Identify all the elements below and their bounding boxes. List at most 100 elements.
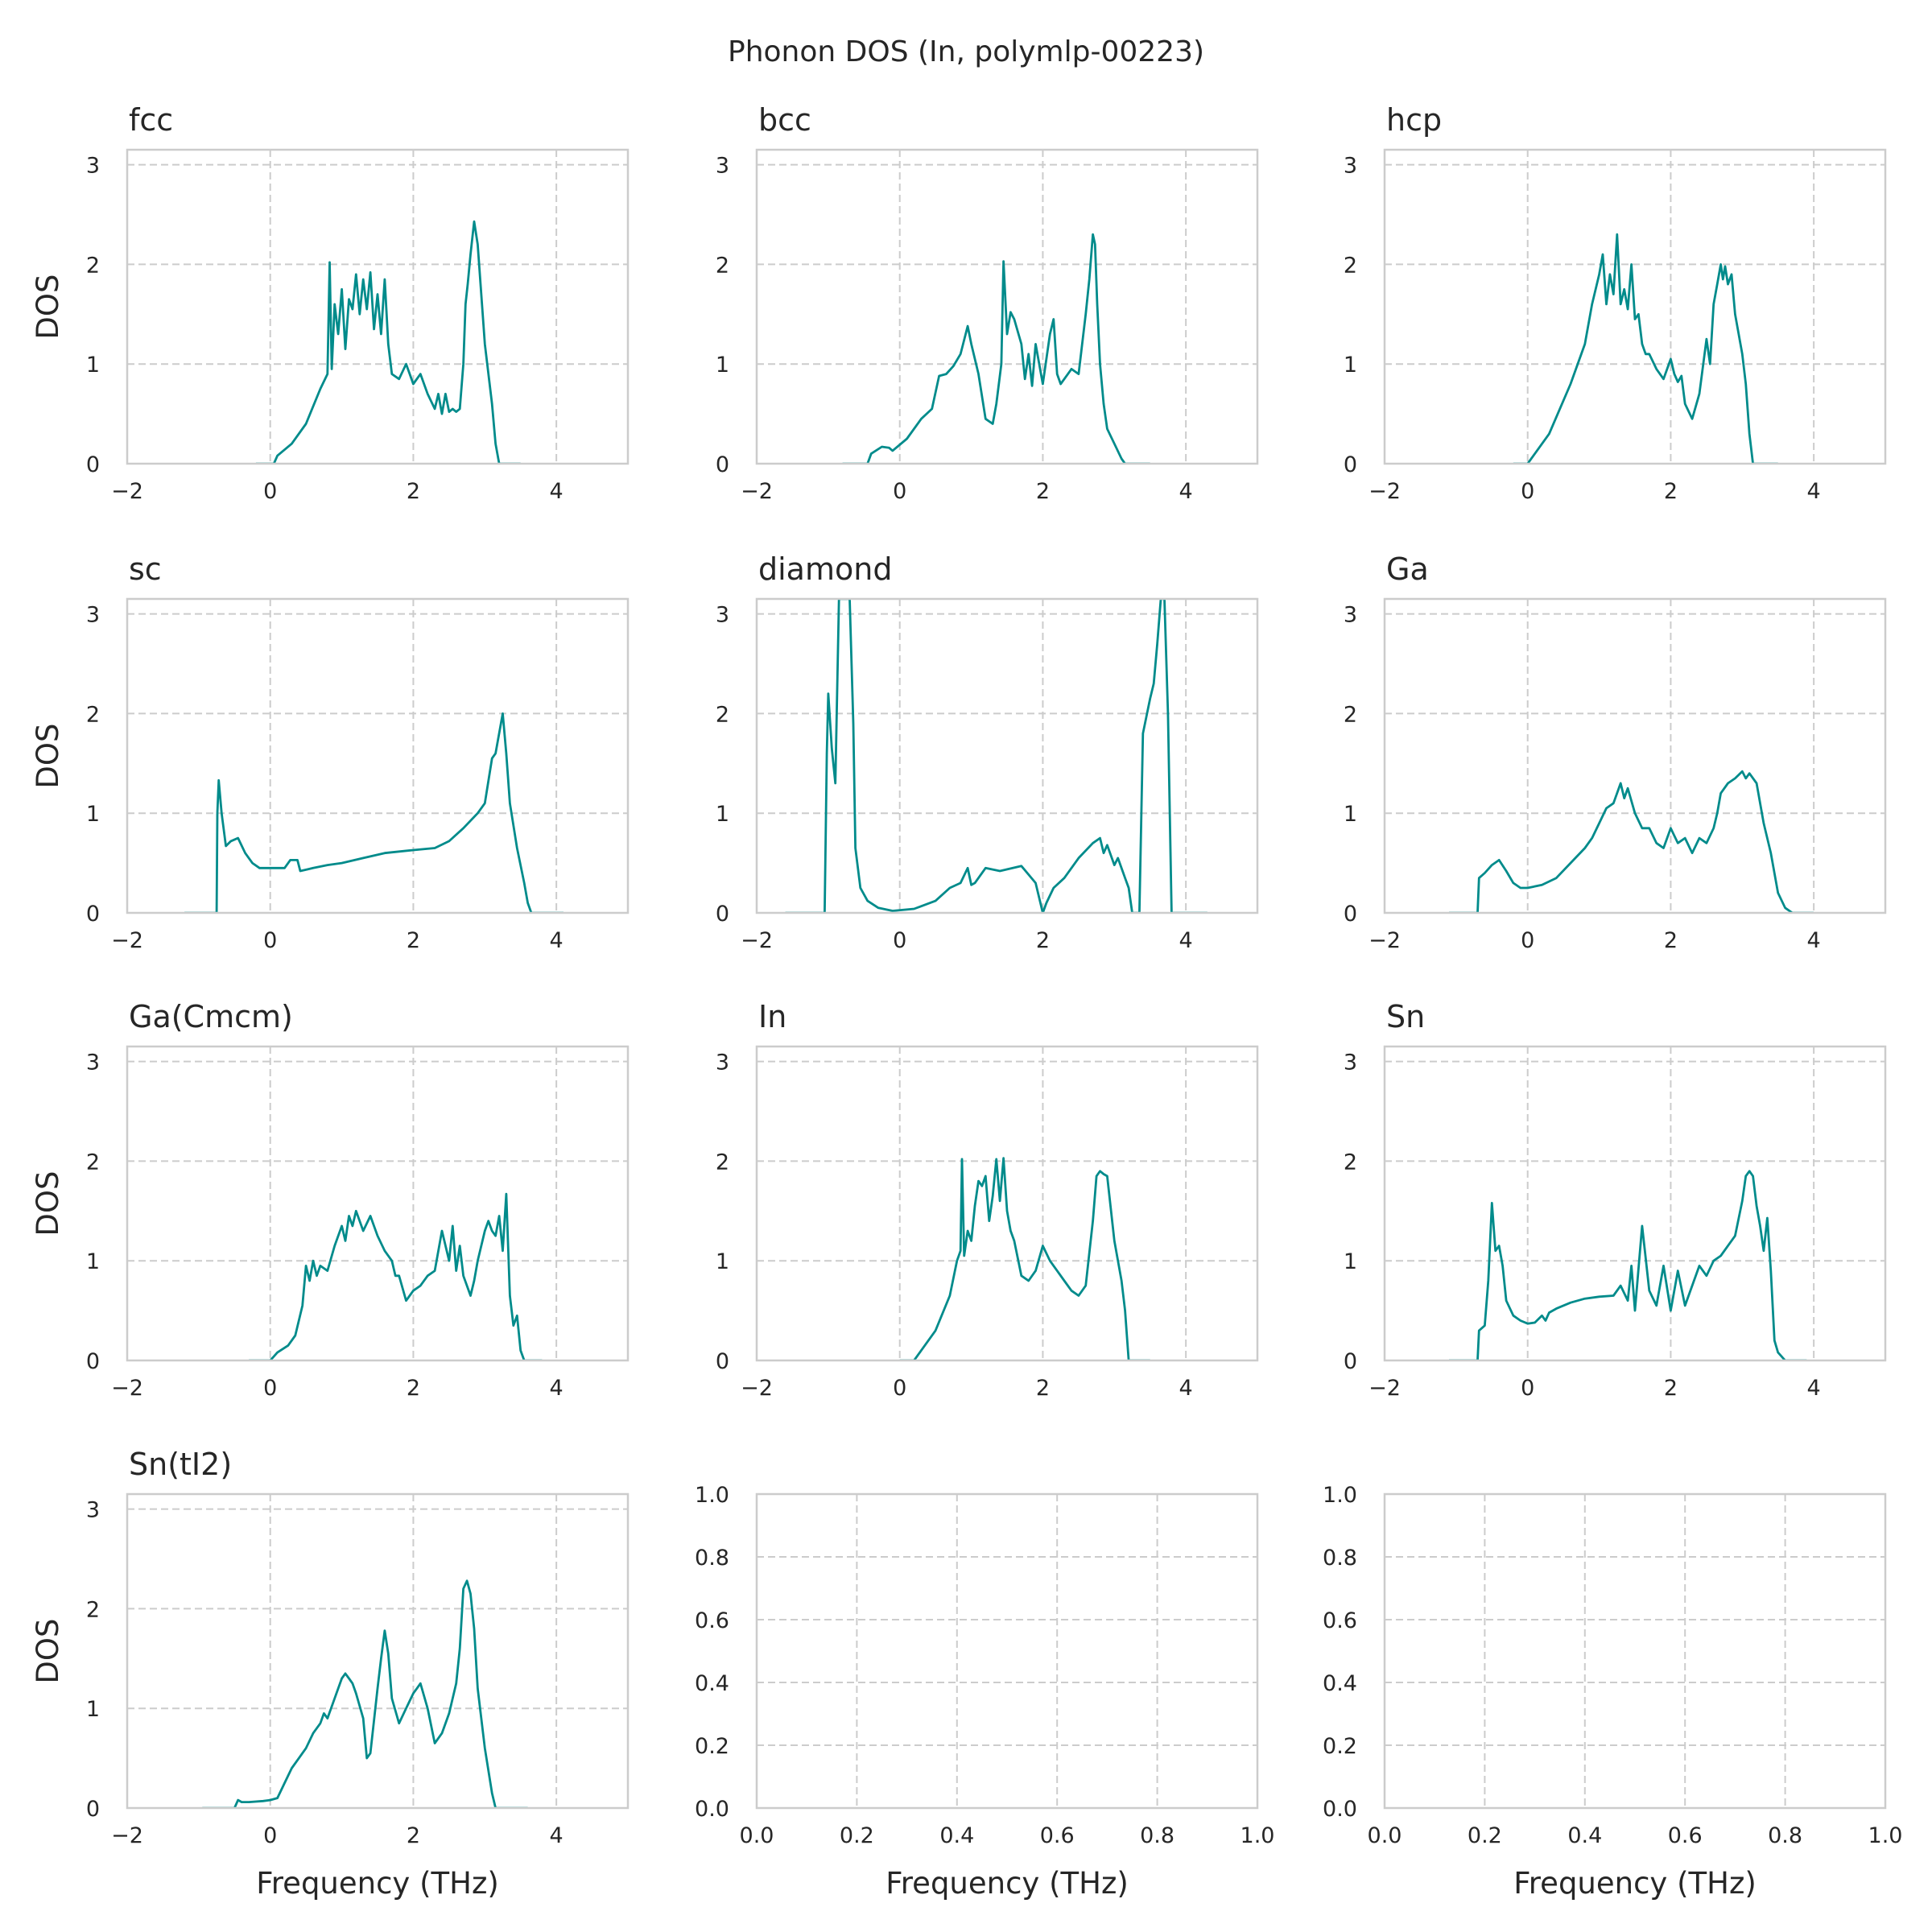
- panel-title: hcp: [1386, 102, 1442, 138]
- dos-curve-line: [1449, 770, 1814, 913]
- subplot-2: −2 0 2 4 0 1 2 3 bcc: [716, 102, 1259, 504]
- y-axis-label: DOS: [31, 1618, 65, 1683]
- y-tick-label: 0.0: [695, 1797, 729, 1822]
- x-tick-label: 4: [550, 1376, 564, 1401]
- x-tick-label: 4: [1179, 1376, 1193, 1401]
- dos-curve-line: [249, 1192, 543, 1360]
- y-tick-label: 1: [716, 1249, 729, 1274]
- y-tick-label: 0: [86, 902, 100, 927]
- x-tick-label: −2: [741, 479, 773, 504]
- y-tick-label: 3: [716, 154, 729, 179]
- y-tick-label: 0.6: [1323, 1608, 1357, 1633]
- dos-curve-line: [202, 1579, 528, 1808]
- axes-frame: [126, 597, 630, 914]
- x-tick-label: 4: [1807, 479, 1821, 504]
- y-tick-label: 1: [716, 802, 729, 827]
- y-tick-label: 2: [716, 1150, 729, 1174]
- x-axis-label: Frequency (THz): [256, 1866, 499, 1901]
- x-tick-label: 2: [407, 1376, 420, 1401]
- y-tick-label: 0: [1344, 902, 1357, 927]
- y-tick-label: 1: [1344, 802, 1357, 827]
- subplot-6: −2 0 2 4 0 1 2 3 Ga: [1344, 551, 1887, 953]
- y-tick-label: 1: [86, 353, 100, 378]
- y-tick-label: 0: [716, 1349, 729, 1374]
- x-tick-label: 2: [407, 479, 420, 504]
- dos-curve-line: [184, 712, 564, 913]
- x-tick-label: 2: [1036, 479, 1050, 504]
- y-tick-label: 0: [86, 452, 100, 477]
- y-tick-label: 2: [86, 702, 100, 727]
- x-tick-label: 4: [1179, 928, 1193, 953]
- x-tick-label: −2: [1368, 928, 1401, 953]
- y-tick-label: 0.2: [695, 1734, 729, 1759]
- panel-title: Ga(Cmcm): [129, 999, 293, 1034]
- x-tick-label: 2: [1664, 928, 1678, 953]
- y-tick-label: 0.8: [1323, 1546, 1357, 1571]
- axes-frame: [1383, 1045, 1887, 1362]
- x-tick-label: 0: [893, 479, 906, 504]
- x-tick-label: 4: [550, 928, 564, 953]
- x-tick-label: 0: [263, 479, 277, 504]
- subplot-11: 0.0 0.2 0.4 0.6 0.8 1.0 0.0 0.2 0.4 0.6 0.8 1.0 Freq…: [695, 1483, 1274, 1901]
- dos-curve-line: [899, 1157, 1150, 1360]
- x-tick-label: −2: [741, 928, 773, 953]
- x-tick-label: 4: [1179, 479, 1193, 504]
- subplot-3: −2 0 2 4 0 1 2 3 hcp: [1344, 102, 1887, 504]
- y-tick-label: 1: [1344, 1249, 1357, 1274]
- y-tick-label: 3: [1344, 154, 1357, 179]
- subplot-7: −2 0 2 4 0 1 2 3 Ga(Cmcm) DOS: [31, 999, 630, 1401]
- x-tick-label: 2: [1036, 1376, 1050, 1401]
- axes-frame: [1383, 597, 1887, 914]
- figure-title: Phonon DOS (In, polymlp-00223): [728, 35, 1204, 68]
- subplot-12: 0.0 0.2 0.4 0.6 0.8 1.0 0.0 0.2 0.4 0.6 0.8 1.0 Freq…: [1323, 1483, 1902, 1901]
- y-tick-label: 2: [1344, 1150, 1357, 1174]
- y-tick-label: 0: [1344, 452, 1357, 477]
- x-axis-label: Frequency (THz): [886, 1866, 1129, 1901]
- x-tick-label: 4: [1807, 1376, 1821, 1401]
- y-tick-label: 0: [1344, 1349, 1357, 1374]
- x-tick-label: 0.8: [1140, 1823, 1174, 1848]
- x-tick-label: −2: [111, 479, 143, 504]
- y-tick-label: 1: [86, 802, 100, 827]
- subplot-1: −2 0 2 4 0 1 2 3 fcc DOS: [31, 102, 630, 504]
- subplot-4: −2 0 2 4 0 1 2 3 sc DOS: [31, 551, 630, 953]
- panel-title: Sn: [1386, 999, 1425, 1034]
- x-tick-label: 0: [263, 928, 277, 953]
- x-tick-label: 0.2: [840, 1823, 874, 1848]
- y-tick-label: 1: [716, 353, 729, 378]
- y-tick-label: 1: [86, 1697, 100, 1722]
- x-tick-label: 0.2: [1468, 1823, 1502, 1848]
- y-tick-label: 3: [1344, 603, 1357, 628]
- x-tick-label: −2: [111, 928, 143, 953]
- panel-title: fcc: [129, 102, 173, 138]
- x-tick-label: 0: [893, 1376, 906, 1401]
- axes-frame: [1383, 148, 1887, 465]
- panel-title: Ga: [1386, 551, 1429, 587]
- y-axis-label: DOS: [31, 274, 65, 339]
- x-tick-label: 1.0: [1868, 1823, 1903, 1848]
- y-tick-label: 3: [1344, 1051, 1357, 1075]
- y-tick-label: 1.0: [695, 1483, 729, 1508]
- dos-curve-line: [1449, 1170, 1807, 1360]
- y-tick-label: 2: [716, 253, 729, 278]
- x-tick-label: 4: [550, 479, 564, 504]
- y-tick-label: 0.2: [1323, 1734, 1357, 1759]
- dos-curve-line: [1513, 233, 1778, 464]
- subplot-8: −2 0 2 4 0 1 2 3 In: [716, 999, 1259, 1401]
- y-tick-label: 1: [86, 1249, 100, 1274]
- x-tick-label: 0: [1521, 479, 1534, 504]
- axes-frame: [755, 1492, 1259, 1810]
- x-tick-label: 0: [263, 1376, 277, 1401]
- y-tick-label: 0: [86, 1797, 100, 1822]
- y-tick-label: 2: [86, 253, 100, 278]
- x-tick-label: 0.6: [1668, 1823, 1703, 1848]
- x-tick-label: −2: [1368, 1376, 1401, 1401]
- y-tick-label: 3: [86, 1498, 100, 1523]
- x-tick-label: −2: [1368, 479, 1401, 504]
- x-tick-label: −2: [741, 1376, 773, 1401]
- x-tick-label: 0: [893, 928, 906, 953]
- panel-title: diamond: [758, 551, 892, 587]
